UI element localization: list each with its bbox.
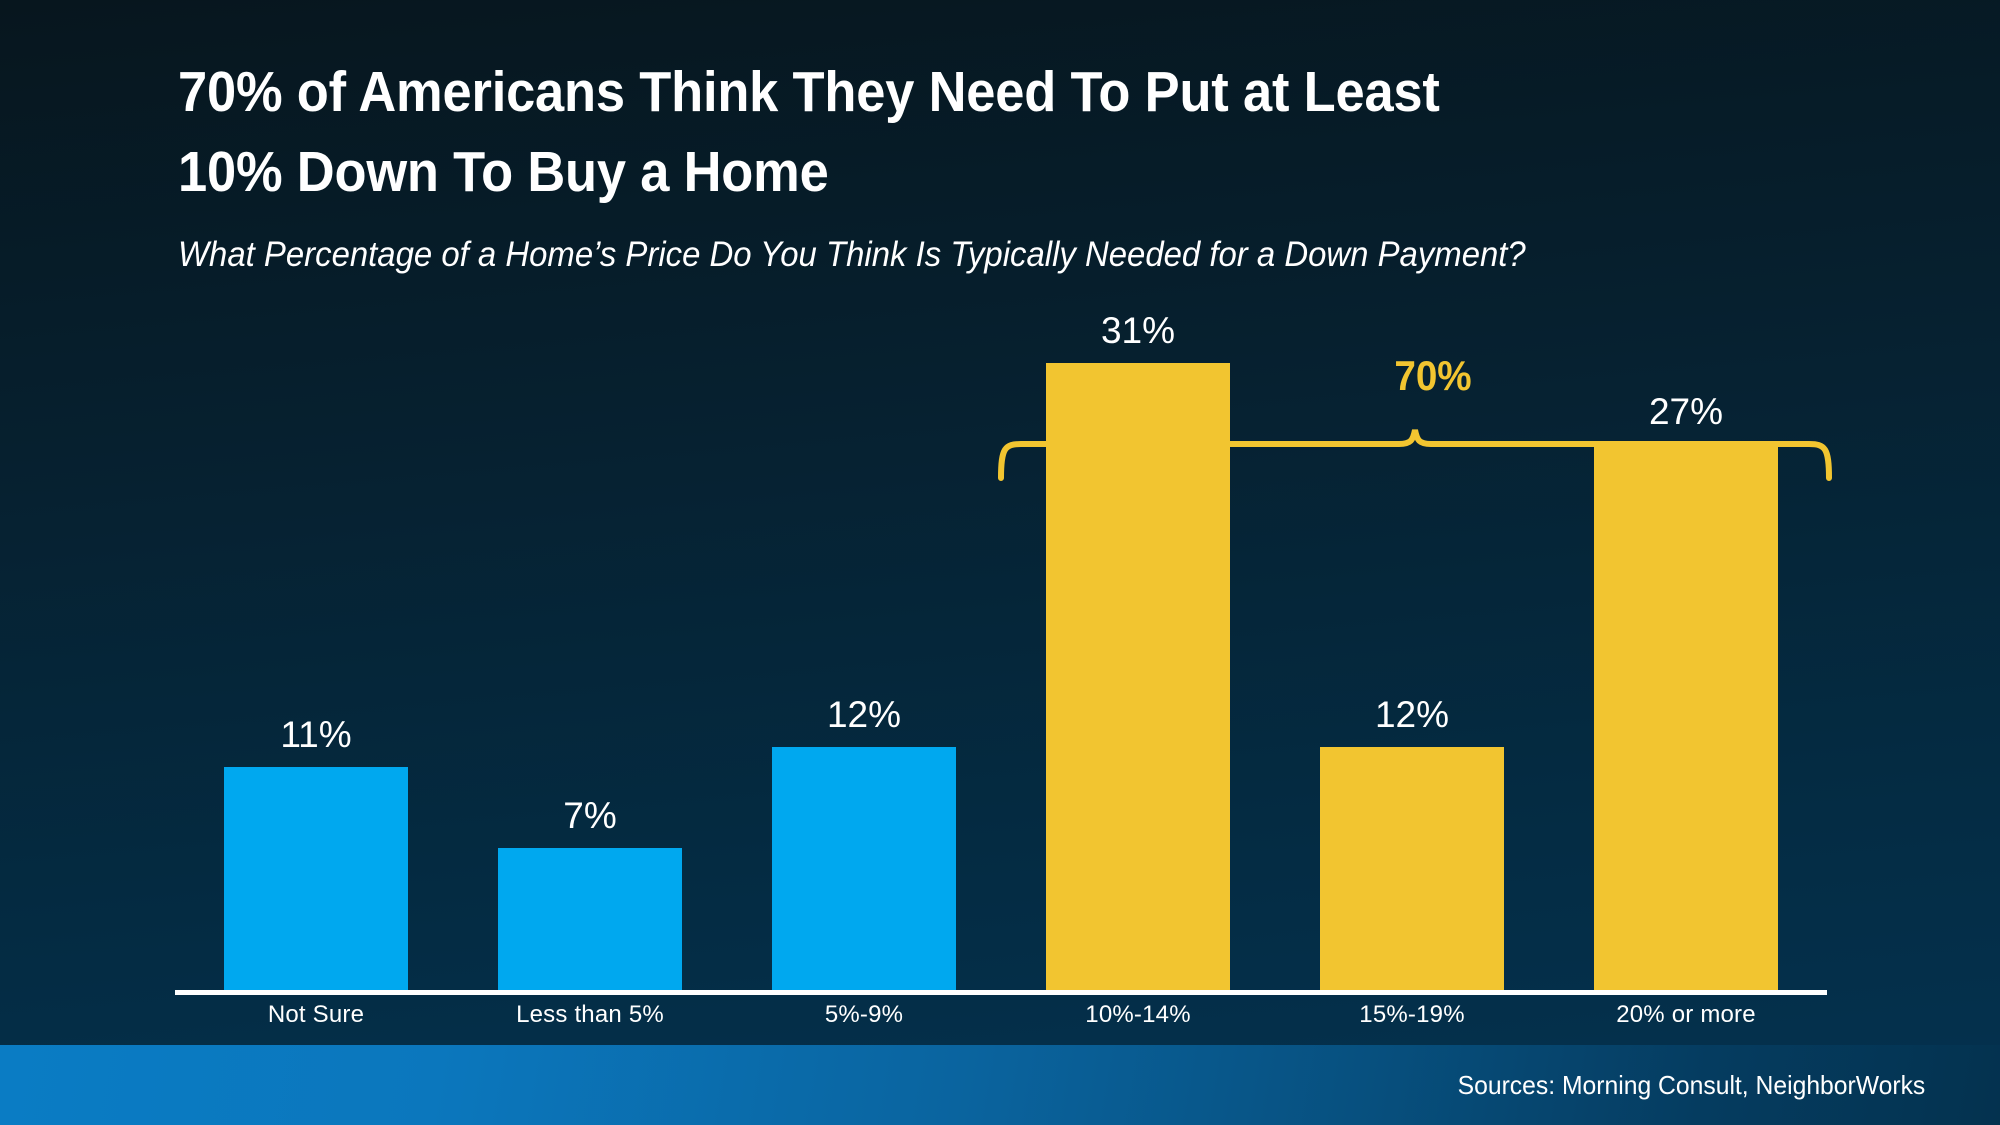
bar-value-label: 11% (280, 714, 352, 756)
category-label-less-than-5: Less than 5% (516, 1001, 664, 1028)
bar-20-or-more[interactable] (1594, 443, 1778, 990)
bar-slot-5-to-9: 12% (772, 302, 956, 990)
bracket-annotation (995, 429, 1835, 490)
bar-value-label: 27% (1648, 390, 1724, 432)
bracket-total-label: 70% (1394, 352, 1472, 399)
bar-chart: 11% Not Sure 7% Less than 5% 12% 5%-9% 3… (175, 300, 1827, 1028)
bar-not-sure[interactable] (224, 767, 408, 990)
bar-slot-15-to-19: 12% (1320, 302, 1504, 990)
footer-bar: Sources: Morning Consult, NeighborWorks (0, 1045, 2000, 1125)
bar-10-to-14[interactable] (1046, 362, 1230, 990)
category-label-15-to-19: 15%-19% (1359, 1001, 1465, 1028)
page-title: 70% of Americans Think They Need To Put … (178, 60, 1440, 204)
x-axis-line (175, 990, 1827, 995)
sources-text: Sources: Morning Consult, NeighborWorks (1457, 1070, 1925, 1100)
page-subtitle: What Percentage of a Home’s Price Do You… (178, 235, 1526, 274)
chart-plot-area: 11% Not Sure 7% Less than 5% 12% 5%-9% 3… (175, 302, 1827, 1028)
bar-slot-not-sure: 11% (224, 302, 408, 990)
bar-value-label: 7% (563, 795, 617, 837)
bar-value-label: 12% (826, 694, 902, 736)
category-label-5-to-9: 5%-9% (824, 1001, 904, 1028)
bar-5-to-9[interactable] (772, 747, 956, 990)
bar-value-label: 31% (1100, 309, 1176, 351)
category-label-20-or-more: 20% or more (1616, 1001, 1756, 1028)
header-block: 70% of Americans Think They Need To Put … (178, 52, 1858, 276)
bar-15-to-19[interactable] (1320, 747, 1504, 990)
bar-slot-10-to-14: 31% (1046, 302, 1230, 990)
category-label-10-to-14: 10%-14% (1085, 1001, 1191, 1028)
bar-less-than-5[interactable] (498, 848, 682, 990)
bar-value-label: 12% (1374, 694, 1450, 736)
bar-slot-less-than-5: 7% (498, 302, 682, 990)
category-label-not-sure: Not Sure (267, 1001, 365, 1028)
bar-slot-20-or-more: 27% (1594, 302, 1778, 990)
